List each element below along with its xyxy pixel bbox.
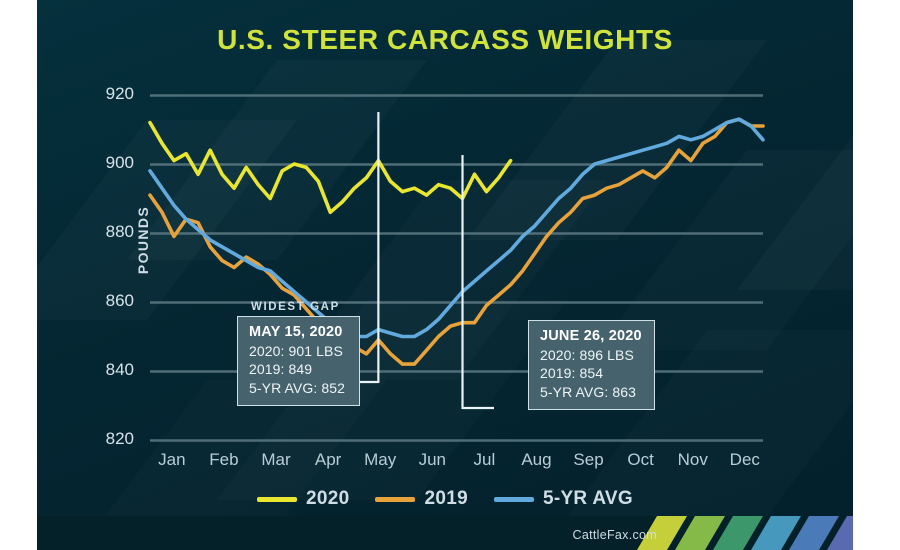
- y-axis-tick: 880: [105, 222, 134, 241]
- x-axis-tick: Dec: [729, 450, 760, 469]
- x-axis-tick: Jan: [158, 450, 186, 469]
- x-axis-tick: May: [364, 450, 397, 469]
- callout-line-2019: 2019: 854: [540, 365, 604, 382]
- callout-line-avg: 5-YR AVG: 863: [540, 383, 636, 400]
- callout-line-avg: 5-YR AVG: 852: [249, 379, 345, 396]
- chart-panel: U.S. STEER CARCASS WEIGHTS POUNDS WIDEST…: [37, 0, 853, 550]
- x-axis-tick: Apr: [314, 450, 342, 469]
- callout-line-2020: 2020: 896 LBS: [540, 347, 634, 363]
- widest-gap-kicker: WIDEST GAP: [251, 301, 340, 313]
- x-axis-tick: Sep: [573, 450, 604, 469]
- legend-item-2019: 2019: [375, 488, 468, 510]
- page-title: U.S. STEER CARCASS WEIGHTS: [217, 24, 673, 55]
- x-axis-tick: Jun: [418, 450, 446, 469]
- y-axis-tick: 920: [105, 84, 134, 103]
- legend-item-2020: 2020: [257, 488, 349, 510]
- legend-swatch-5yr-avg: [493, 496, 534, 502]
- x-axis-tick: Jul: [473, 450, 496, 469]
- legend-label-5yr-avg: 5-YR AVG: [542, 488, 633, 509]
- x-axis-tick: Mar: [261, 450, 291, 469]
- x-axis-tick: Feb: [209, 450, 239, 469]
- y-axis-tick: 900: [105, 153, 134, 172]
- watermark-label: CattleFax.com: [572, 528, 657, 542]
- callout-heading: JUNE 26, 2020: [540, 328, 642, 344]
- callout-june-26-2020: JUNE 26, 2020 2020: 896 LBS 2019: 854 5-…: [528, 320, 655, 411]
- legend-item-5yr-avg: 5-YR AVG: [493, 488, 633, 510]
- y-axis-tick: 840: [105, 360, 134, 379]
- callout-line-2020: 2020: 901 LBS: [249, 343, 343, 359]
- y-axis-tick: 820: [105, 429, 134, 448]
- legend-swatch-2019: [375, 496, 416, 502]
- legend-label-2019: 2019: [424, 488, 468, 509]
- x-axis-tick: Aug: [521, 450, 552, 469]
- callout-line-2019: 2019: 849: [249, 361, 313, 378]
- footer-stripes: [37, 516, 853, 550]
- legend-label-2020: 2020: [306, 488, 350, 509]
- panel-background: [37, 0, 853, 550]
- x-axis-tick: Oct: [627, 450, 654, 469]
- chart-legend: 2020 2019 5-YR AVG: [37, 488, 853, 510]
- callout-may-15-2020: MAY 15, 2020 2020: 901 LBS 2019: 849 5-Y…: [237, 316, 360, 407]
- x-axis-tick: Nov: [677, 450, 708, 469]
- y-axis-tick: 860: [105, 291, 134, 310]
- callout-heading: MAY 15, 2020: [249, 324, 343, 340]
- legend-swatch-2020: [257, 496, 298, 502]
